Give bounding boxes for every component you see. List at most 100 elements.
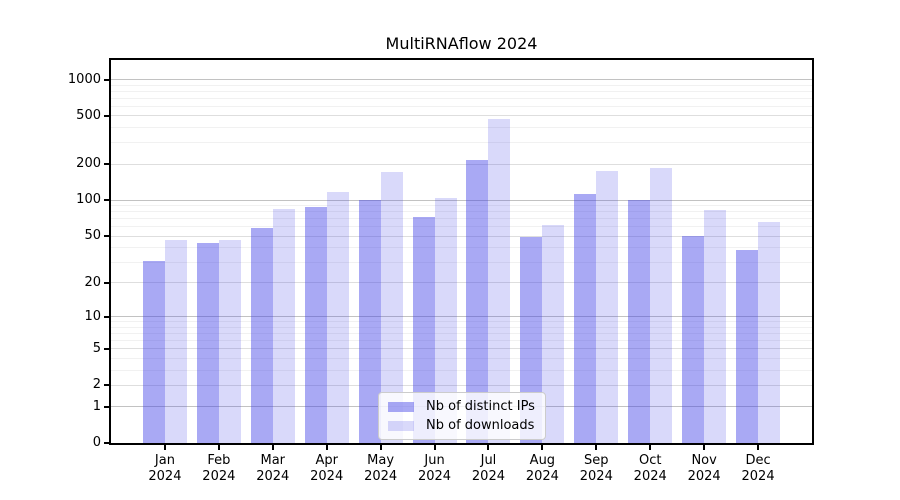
x-tick-month: Apr — [315, 453, 338, 468]
y-tick-label: 2 — [92, 377, 101, 393]
x-tick-month: Mar — [260, 453, 286, 468]
bar-jun-downloads — [434, 197, 457, 443]
x-tick-month: Jun — [424, 453, 445, 468]
y-tick-label: 1000 — [67, 71, 101, 87]
legend-swatch-distinct-ips — [388, 401, 414, 412]
gridline — [111, 90, 812, 92]
bar-nov-downloads — [704, 209, 727, 443]
legend-row: Nb of downloads — [388, 418, 535, 433]
bar-jun-ips — [412, 217, 435, 443]
x-tick-year: 2024 — [202, 469, 236, 484]
bar-apr-downloads — [326, 191, 349, 443]
x-tick-mark — [649, 445, 652, 450]
gridline — [111, 333, 812, 335]
y-tick-label: 1 — [92, 398, 101, 414]
x-tick-mark — [487, 445, 490, 450]
x-tick-mark — [757, 445, 760, 450]
y-tick-label: 100 — [76, 192, 101, 208]
bar-dec-ips — [736, 250, 759, 443]
y-tick-mark — [104, 405, 110, 408]
x-tick-label: Oct 2024 — [622, 453, 678, 485]
bar-dec-downloads — [758, 221, 781, 443]
x-tick-year: 2024 — [417, 469, 452, 484]
bar-aug-ips — [520, 237, 543, 443]
x-tick-year: 2024 — [741, 469, 775, 484]
gridline — [111, 326, 812, 328]
x-tick-mark — [379, 445, 382, 450]
x-tick-label: Jun 2024 — [407, 453, 463, 485]
gridline — [111, 384, 812, 386]
x-tick-year: 2024 — [579, 469, 613, 484]
y-tick-mark — [104, 347, 110, 350]
gridline — [111, 261, 812, 263]
x-tick-mark — [433, 445, 436, 450]
x-tick-mark — [703, 445, 706, 450]
gridline — [111, 79, 812, 81]
x-tick-month: Aug — [529, 453, 556, 468]
bar-nov-ips — [682, 236, 705, 443]
legend-label-distinct-ips: Nb of distinct IPs — [426, 399, 535, 414]
y-tick-label: 200 — [76, 155, 101, 171]
gridline — [111, 163, 812, 165]
x-tick-mark — [595, 445, 598, 450]
gridline — [111, 218, 812, 220]
gridline — [111, 142, 812, 144]
x-tick-label: Aug 2024 — [514, 453, 570, 485]
x-tick-month: Jan — [154, 453, 175, 468]
y-tick-mark — [104, 199, 110, 202]
y-tick-mark — [104, 235, 110, 238]
x-tick-label: Jan 2024 — [137, 453, 193, 485]
y-tick-mark — [104, 315, 110, 318]
x-tick-year: 2024 — [633, 469, 667, 484]
x-tick-month: Oct — [638, 453, 662, 468]
x-tick-label: Dec 2024 — [730, 453, 786, 485]
chart-title: MultiRNAflow 2024 — [385, 34, 538, 53]
gridline — [111, 211, 812, 213]
y-tick-label: 500 — [76, 107, 101, 123]
gridline — [111, 105, 812, 107]
x-tick-label: Nov 2024 — [676, 453, 732, 485]
bar-apr-ips — [304, 206, 327, 443]
y-tick-label: 5 — [92, 340, 101, 356]
y-tick-label: 20 — [84, 274, 101, 290]
bar-aug-downloads — [542, 225, 565, 443]
gridline — [111, 235, 812, 237]
x-tick-year: 2024 — [471, 469, 505, 484]
bar-mar-ips — [250, 227, 273, 443]
bar-jan-ips — [142, 260, 165, 443]
x-tick-month: Dec — [745, 453, 771, 468]
gridline — [111, 97, 812, 99]
y-tick-mark — [104, 384, 110, 387]
y-tick-mark — [104, 162, 110, 165]
bar-may-ips — [358, 200, 381, 443]
x-tick-year: 2024 — [364, 469, 398, 484]
gridline — [111, 282, 812, 284]
gridline — [111, 348, 812, 350]
y-tick-label: 10 — [84, 308, 101, 324]
y-tick-label: 0 — [92, 435, 101, 450]
y-tick-mark — [104, 78, 110, 81]
x-tick-mark — [325, 445, 328, 450]
x-tick-label: May 2024 — [353, 453, 409, 485]
gridline — [111, 369, 812, 371]
y-tick-mark — [104, 442, 110, 444]
gridline — [111, 357, 812, 359]
gridline — [111, 321, 812, 323]
gridline — [111, 84, 812, 86]
legend-row: Nb of distinct IPs — [388, 399, 535, 414]
x-tick-year: 2024 — [525, 469, 559, 484]
x-tick-label: Apr 2024 — [299, 453, 355, 485]
x-tick-month: May — [367, 453, 395, 468]
x-tick-month: Feb — [207, 453, 231, 468]
x-tick-month: Nov — [691, 453, 717, 468]
gridline — [111, 316, 812, 318]
gridline — [111, 247, 812, 249]
bar-sep-ips — [574, 194, 597, 443]
x-tick-label: Jul 2024 — [460, 453, 516, 485]
x-tick-label: Feb 2024 — [191, 453, 247, 485]
bar-feb-downloads — [218, 240, 241, 443]
x-tick-year: 2024 — [310, 469, 344, 484]
bar-sep-downloads — [596, 170, 619, 443]
bar-oct-ips — [628, 200, 651, 443]
